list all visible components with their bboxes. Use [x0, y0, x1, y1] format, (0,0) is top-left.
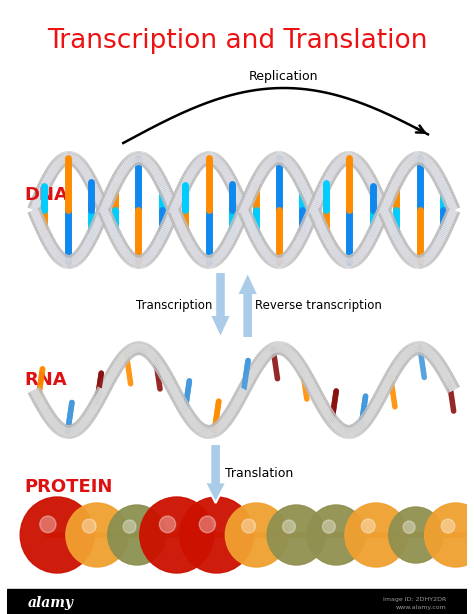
Circle shape	[361, 519, 375, 533]
Circle shape	[242, 519, 255, 533]
Circle shape	[322, 520, 335, 533]
Circle shape	[267, 505, 326, 565]
Circle shape	[159, 516, 175, 533]
Text: DNA: DNA	[24, 186, 68, 204]
Text: Transcription: Transcription	[137, 298, 213, 311]
Text: RNA: RNA	[24, 371, 67, 389]
Circle shape	[140, 497, 214, 573]
Circle shape	[66, 503, 128, 567]
Circle shape	[180, 497, 254, 573]
Circle shape	[20, 497, 94, 573]
FancyArrow shape	[237, 272, 258, 338]
Circle shape	[389, 507, 443, 563]
Circle shape	[403, 521, 415, 534]
Circle shape	[283, 520, 295, 533]
Circle shape	[307, 505, 365, 565]
Text: Reverse transcription: Reverse transcription	[255, 298, 383, 311]
Text: PROTEIN: PROTEIN	[24, 478, 112, 496]
Circle shape	[40, 516, 56, 533]
Circle shape	[199, 516, 216, 533]
Circle shape	[441, 519, 455, 533]
Circle shape	[123, 520, 136, 533]
FancyArrow shape	[210, 272, 231, 338]
FancyArrow shape	[205, 444, 226, 503]
Text: alamy: alamy	[28, 596, 74, 610]
Circle shape	[82, 519, 96, 533]
Circle shape	[425, 503, 474, 567]
Circle shape	[225, 503, 288, 567]
Text: Image ID: 2DHY2DR: Image ID: 2DHY2DR	[383, 597, 446, 602]
Text: www.alamy.com: www.alamy.com	[395, 605, 446, 610]
Text: Transcription and Translation: Transcription and Translation	[47, 28, 427, 54]
Text: Translation: Translation	[225, 467, 293, 480]
Text: Replication: Replication	[249, 70, 319, 83]
Circle shape	[108, 505, 166, 565]
Bar	[7, 589, 467, 614]
Circle shape	[345, 503, 407, 567]
